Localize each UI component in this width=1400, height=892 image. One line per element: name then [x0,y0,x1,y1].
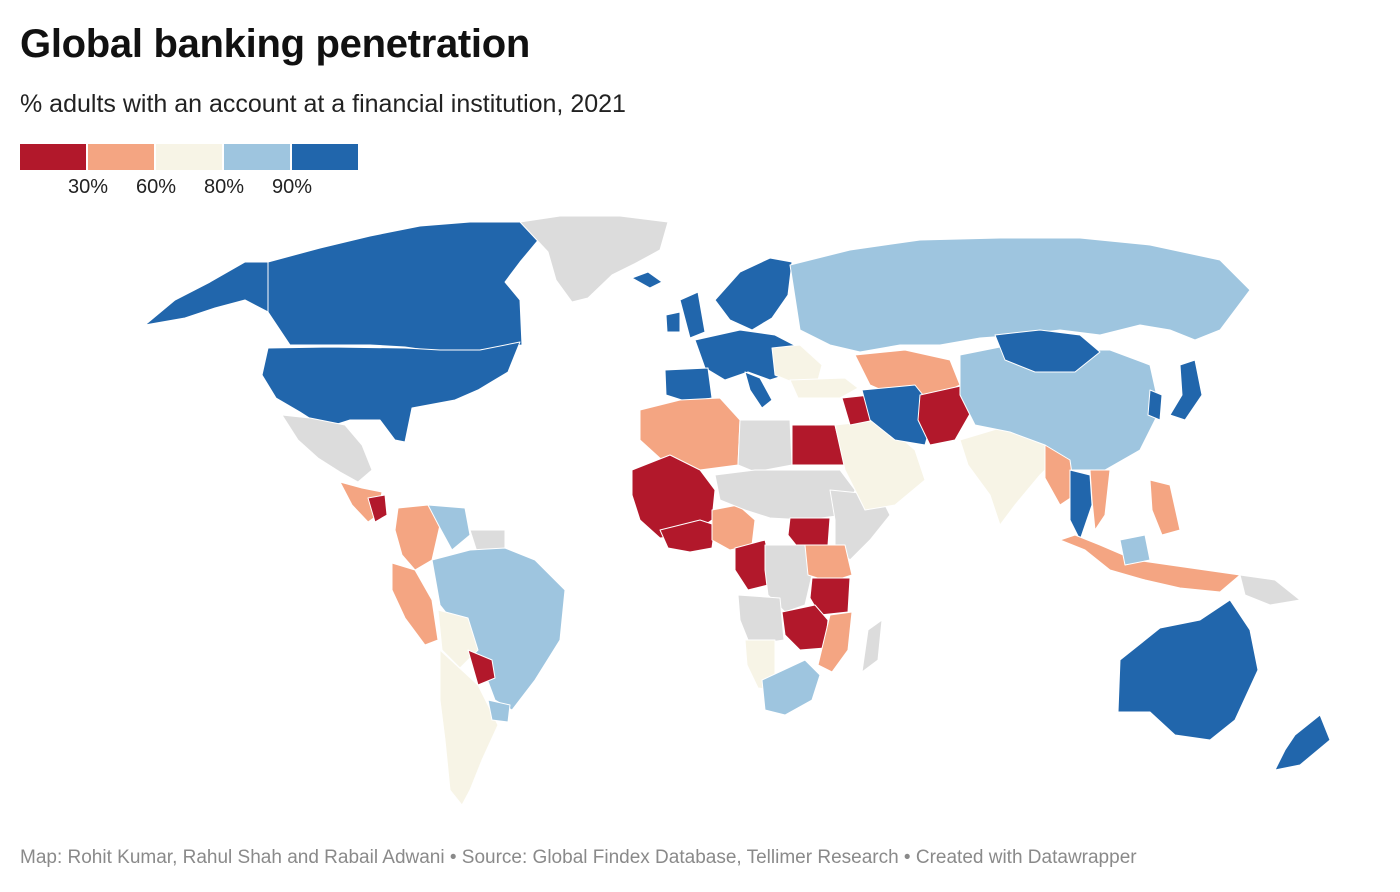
region-borneo-malaysia[interactable] [1119,534,1151,566]
region-mexico[interactable] [281,414,373,483]
region-iceland[interactable] [631,271,663,289]
legend-swatch-2 [156,144,222,170]
source-credit: Map: Rohit Kumar, Rahul Shah and Rabail … [20,847,1137,868]
region-argentina-chile[interactable] [439,649,499,806]
region-angola[interactable] [737,594,785,646]
region-mozambique[interactable] [817,611,853,673]
region-italy[interactable] [744,371,773,409]
legend-tick-30: 30% [67,176,109,198]
legend-swatch-4 [292,144,358,170]
legend-swatch-1 [88,144,154,170]
region-turkey[interactable] [789,377,859,399]
region-uk[interactable] [679,291,706,339]
region-new-zealand[interactable] [1274,714,1331,771]
legend-tick-90: 90% [271,176,313,198]
region-indonesia[interactable] [1059,534,1241,593]
region-ireland[interactable] [665,311,681,333]
region-philippines[interactable] [1149,479,1181,536]
region-eastern-europe[interactable] [771,344,823,383]
legend-tick-60: 60% [135,176,177,198]
legend-swatch-0 [20,144,86,170]
region-alaska[interactable] [144,261,269,326]
region-zambia-malawi[interactable] [781,604,829,651]
world-map [0,200,1400,820]
region-morocco-algeria[interactable] [639,397,741,471]
region-bolivia[interactable] [437,609,479,669]
region-greenland[interactable] [519,215,669,303]
region-paraguay[interactable] [467,649,496,686]
region-iran[interactable] [861,384,936,446]
region-japan[interactable] [1169,359,1203,421]
region-scandinavia[interactable] [714,257,793,331]
region-papua-new-guinea[interactable] [1239,574,1301,606]
region-korea[interactable] [1147,389,1163,421]
region-thailand[interactable] [1069,469,1093,541]
region-kenya-uganda[interactable] [804,544,853,583]
region-usa[interactable] [261,341,521,443]
map-title: Global banking penetration [20,22,531,66]
region-tanzania[interactable] [809,577,851,616]
region-libya[interactable] [737,419,793,473]
color-legend: 30% 60% 80% 90% [20,144,360,204]
region-myanmar[interactable] [1044,444,1076,506]
region-russia[interactable] [789,237,1251,353]
region-venezuela[interactable] [427,504,471,551]
region-nicaragua[interactable] [367,494,388,523]
map-subtitle: % adults with an account at a financial … [20,90,626,118]
region-australia[interactable] [1117,599,1259,741]
legend-swatch-3 [224,144,290,170]
legend-swatches [20,144,358,170]
world-map-svg [144,215,1331,806]
region-peru[interactable] [391,562,439,646]
legend-tick-80: 80% [203,176,245,198]
region-west-africa[interactable] [659,519,716,553]
region-iberia[interactable] [664,367,713,403]
region-mongolia[interactable] [994,329,1101,373]
region-canada[interactable] [267,221,541,353]
region-uruguay[interactable] [487,699,511,723]
region-nigeria[interactable] [711,504,756,551]
region-madagascar[interactable] [861,619,883,673]
region-south-africa[interactable] [761,659,821,716]
region-vietnam[interactable] [1089,469,1111,531]
